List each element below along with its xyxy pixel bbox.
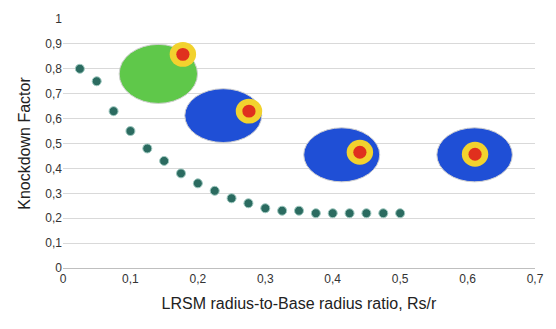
svg-text:0,5: 0,5: [45, 137, 62, 151]
svg-text:0,2: 0,2: [45, 211, 62, 225]
svg-text:Knockdown Factor: Knockdown Factor: [16, 77, 33, 210]
svg-text:0: 0: [55, 261, 62, 275]
svg-text:0,5: 0,5: [392, 272, 409, 286]
svg-text:0,8: 0,8: [45, 62, 62, 76]
svg-text:0,6: 0,6: [459, 272, 476, 286]
svg-text:0,4: 0,4: [324, 272, 341, 286]
svg-text:0,2: 0,2: [190, 272, 207, 286]
svg-text:0,6: 0,6: [45, 112, 62, 126]
svg-text:LRSM radius-to-Base radius rat: LRSM radius-to-Base radius ratio, Rs/r: [162, 295, 437, 312]
svg-text:0,3: 0,3: [45, 187, 62, 201]
svg-text:0,1: 0,1: [122, 272, 139, 286]
svg-text:1: 1: [55, 12, 62, 26]
svg-text:0,4: 0,4: [45, 162, 62, 176]
svg-text:0,9: 0,9: [45, 37, 62, 51]
svg-text:0: 0: [60, 272, 67, 286]
svg-text:0,7: 0,7: [45, 87, 62, 101]
svg-text:0,7: 0,7: [527, 272, 544, 286]
svg-text:0,3: 0,3: [257, 272, 274, 286]
svg-text:0,1: 0,1: [45, 236, 62, 250]
